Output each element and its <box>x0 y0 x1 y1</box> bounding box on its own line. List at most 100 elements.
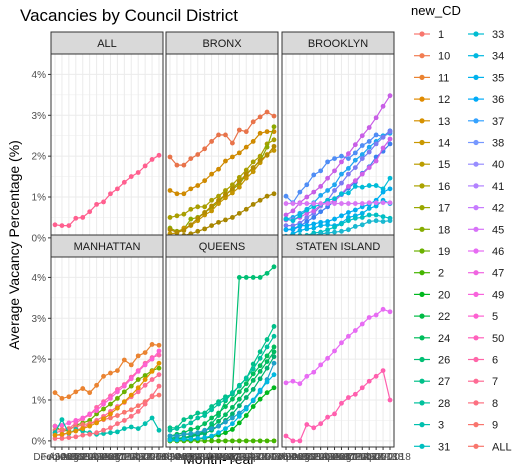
facet-panels: ALL 0% 1% 2% 3% 4% BRONX BROOKLYN MANHATTAN 0% 1% 2… <box>32 31 411 463</box>
data-point <box>359 184 365 190</box>
data-point <box>352 391 358 397</box>
legend-key-point <box>473 74 479 80</box>
data-point <box>332 196 337 202</box>
x-tick-label: Oct-2016 <box>184 452 226 463</box>
legend-entry: 36 <box>468 94 504 106</box>
legend-label: 37 <box>492 116 504 128</box>
x-tick-label: Feb-2017 <box>82 452 125 463</box>
data-point <box>271 148 277 153</box>
data-point <box>257 363 263 369</box>
data-point <box>366 165 372 170</box>
series-42 <box>283 200 393 206</box>
legend-entry: 18 <box>414 224 450 236</box>
data-point <box>108 370 113 376</box>
data-point <box>271 264 277 270</box>
x-tick-label: Apr-2016 <box>48 452 90 463</box>
legend-label: 26 <box>438 355 450 367</box>
facet-label: BROOKLYN <box>308 38 368 50</box>
data-point <box>230 396 235 402</box>
data-point <box>271 137 277 143</box>
legend-label: 24 <box>438 333 450 345</box>
series-line <box>169 131 274 195</box>
legend-key-point <box>419 161 425 167</box>
data-point <box>250 201 256 207</box>
legend-entry: 9 <box>468 420 498 432</box>
facet-panel: QUEENSDec-2015Feb-2016Apr-2016Jun-2016Au… <box>148 234 295 463</box>
series-line <box>285 177 391 222</box>
data-point <box>332 188 337 193</box>
data-point <box>108 415 113 421</box>
data-point <box>230 390 235 396</box>
data-point <box>59 417 65 423</box>
data-point <box>257 349 263 355</box>
data-point <box>366 183 372 188</box>
data-point <box>209 438 215 444</box>
data-point <box>59 431 65 437</box>
series-19 <box>167 372 277 443</box>
legend-label: 16 <box>438 181 450 193</box>
data-point <box>101 416 106 422</box>
x-tick-label: Oct-2016 <box>69 452 111 463</box>
data-point <box>108 411 113 417</box>
data-point <box>318 219 324 225</box>
facet-panel: ALL 0% 1% 2% 3% 4% <box>32 31 164 245</box>
data-point <box>243 175 249 181</box>
series-line <box>285 369 391 442</box>
series-line <box>170 362 275 437</box>
legend-label: 8 <box>492 398 498 410</box>
data-point <box>156 152 162 158</box>
data-point <box>115 413 120 418</box>
data-point <box>311 225 317 231</box>
data-point <box>59 427 65 432</box>
data-point <box>223 404 228 409</box>
data-point <box>311 201 317 206</box>
legend-key-point <box>419 270 425 276</box>
data-point <box>142 377 148 382</box>
x-tick-label: Jun-2016 <box>170 452 212 463</box>
data-point <box>250 366 256 372</box>
x-tick-label: Apr-2016 <box>279 452 321 463</box>
data-point <box>167 427 173 433</box>
legend-label: 42 <box>492 203 504 215</box>
series-line <box>170 387 275 442</box>
data-point <box>264 390 270 396</box>
x-tick-label: Jun-2018 <box>253 452 295 463</box>
y-tick-label: 0% <box>32 436 47 447</box>
data-point <box>135 426 141 432</box>
legend-label: 1 <box>438 29 444 41</box>
data-point <box>318 209 324 215</box>
data-point <box>257 275 263 280</box>
data-point <box>181 191 187 197</box>
data-point <box>346 156 351 162</box>
data-point <box>223 192 228 197</box>
series-line <box>286 131 391 227</box>
data-point <box>339 221 344 227</box>
x-tick-label: Apr-2017 <box>321 452 363 463</box>
x-axis-title: Month-Year <box>183 451 255 467</box>
data-point <box>271 143 277 149</box>
data-point <box>243 381 249 387</box>
legend-key-point <box>419 356 425 363</box>
legend-label: 35 <box>492 72 504 84</box>
data-point <box>380 134 386 140</box>
data-point <box>290 438 296 444</box>
data-point <box>346 171 351 177</box>
series-line <box>286 202 390 205</box>
data-point <box>87 209 93 215</box>
data-point <box>209 433 215 439</box>
data-point <box>202 226 208 232</box>
data-point <box>230 186 235 192</box>
data-point <box>223 438 228 444</box>
legend-label: 18 <box>438 224 450 236</box>
data-point <box>387 218 393 224</box>
data-point <box>283 201 289 206</box>
data-point <box>128 407 134 413</box>
data-point <box>188 156 194 162</box>
legend-label: 22 <box>438 311 450 323</box>
data-point <box>250 377 256 383</box>
data-point <box>250 371 256 377</box>
legend-entry: 35 <box>468 72 504 84</box>
data-point <box>216 219 221 225</box>
data-point <box>236 383 242 389</box>
legend-entry: 19 <box>414 246 450 258</box>
